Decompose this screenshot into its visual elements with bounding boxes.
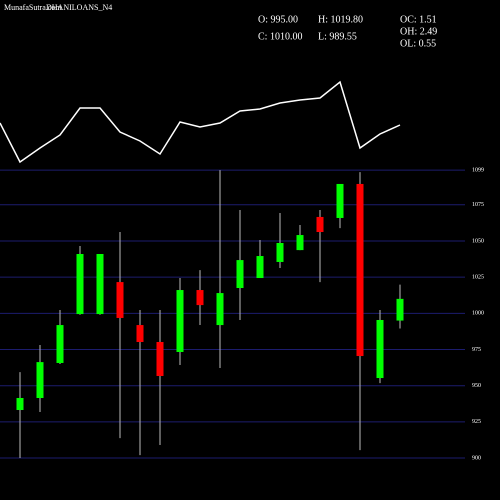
candle-body [176, 290, 184, 352]
candle-body [196, 290, 204, 306]
candle-body [116, 282, 124, 318]
y-tick-label: 1050 [472, 238, 484, 244]
candle-body [256, 256, 264, 279]
info-text: H: 1019.80 [318, 14, 363, 25]
candle-body [396, 298, 404, 321]
candle-body [276, 243, 284, 262]
candle-body [356, 183, 364, 357]
candle-body [36, 362, 44, 398]
y-tick-label: 950 [472, 383, 481, 389]
info-text: OH: 2.49 [400, 26, 437, 37]
candle-body [96, 254, 104, 315]
info-text: L: 989.55 [318, 31, 357, 42]
y-tick-label: 925 [472, 419, 481, 425]
info-text: OL: 0.55 [400, 38, 436, 49]
candle-body [316, 216, 324, 233]
info-text: OC: 1.51 [400, 14, 437, 25]
watermark: MunafaSutra.com [4, 3, 62, 12]
candle-body [156, 341, 164, 376]
info-text: O: 995.00 [258, 14, 298, 25]
candle-body [56, 325, 64, 363]
candle-body [236, 260, 244, 289]
candle-body [76, 254, 84, 315]
y-tick-label: 975 [472, 347, 481, 353]
y-tick-label: 1075 [472, 202, 484, 208]
indicator-line [0, 80, 401, 164]
y-tick-label: 1025 [472, 275, 484, 281]
candle-body [136, 325, 144, 342]
chart-title: DHANILOANS_N4 [46, 3, 112, 12]
y-tick-label: 1099 [472, 167, 484, 173]
y-tick-label: 900 [472, 455, 481, 461]
candle-body [376, 319, 384, 379]
y-tick-label: 1000 [472, 311, 484, 317]
candle-body [16, 397, 24, 411]
info-text: C: 1010.00 [258, 31, 302, 42]
candle-body [296, 235, 304, 251]
candle-body [216, 293, 224, 326]
candle-body [336, 183, 344, 218]
